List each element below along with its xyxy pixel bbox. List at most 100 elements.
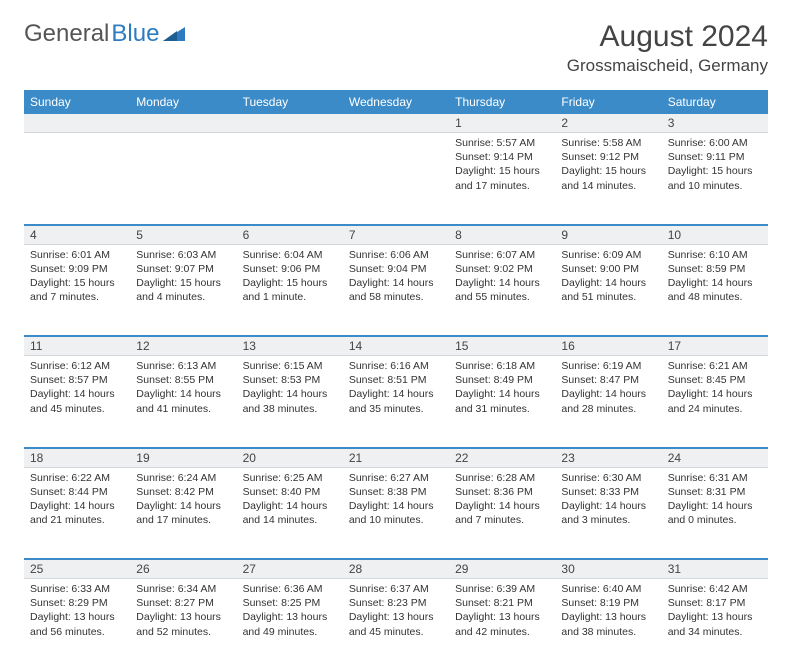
day-number-cell: 3 — [662, 114, 768, 133]
daylight-line: Daylight: 14 hours and 21 minutes. — [30, 499, 124, 527]
daylight-line: Daylight: 14 hours and 55 minutes. — [455, 276, 549, 304]
sunset-line: Sunset: 8:23 PM — [349, 596, 443, 610]
sunset-line: Sunset: 9:12 PM — [561, 150, 655, 164]
sunrise-line: Sunrise: 6:40 AM — [561, 582, 655, 596]
weekday-header: Wednesday — [343, 90, 449, 114]
sunset-line: Sunset: 8:21 PM — [455, 596, 549, 610]
sunrise-line: Sunrise: 6:00 AM — [668, 136, 762, 150]
daylight-line: Daylight: 14 hours and 45 minutes. — [30, 387, 124, 415]
day-number-cell: 20 — [237, 448, 343, 468]
weekday-header: Thursday — [449, 90, 555, 114]
sunrise-line: Sunrise: 6:06 AM — [349, 248, 443, 262]
sunrise-line: Sunrise: 6:13 AM — [136, 359, 230, 373]
sunrise-line: Sunrise: 6:25 AM — [243, 471, 337, 485]
day-detail-cell: Sunrise: 6:31 AMSunset: 8:31 PMDaylight:… — [662, 467, 768, 559]
sunrise-line: Sunrise: 6:28 AM — [455, 471, 549, 485]
sunrise-line: Sunrise: 6:30 AM — [561, 471, 655, 485]
sunrise-line: Sunrise: 6:42 AM — [668, 582, 762, 596]
day-detail-cell: Sunrise: 6:27 AMSunset: 8:38 PMDaylight:… — [343, 467, 449, 559]
day-number-cell: 13 — [237, 336, 343, 356]
sunset-line: Sunset: 8:33 PM — [561, 485, 655, 499]
day-number-cell: 2 — [555, 114, 661, 133]
day-detail-cell — [343, 133, 449, 225]
day-number-cell: 28 — [343, 559, 449, 579]
daylight-line: Daylight: 14 hours and 0 minutes. — [668, 499, 762, 527]
sunset-line: Sunset: 8:44 PM — [30, 485, 124, 499]
sunrise-line: Sunrise: 6:31 AM — [668, 471, 762, 485]
day-number-cell: 9 — [555, 225, 661, 245]
location: Grossmaischeid, Germany — [567, 56, 768, 76]
day-detail-cell: Sunrise: 6:15 AMSunset: 8:53 PMDaylight:… — [237, 356, 343, 448]
sunrise-line: Sunrise: 6:36 AM — [243, 582, 337, 596]
daylight-line: Daylight: 15 hours and 4 minutes. — [136, 276, 230, 304]
daylight-line: Daylight: 14 hours and 38 minutes. — [243, 387, 337, 415]
sunrise-line: Sunrise: 6:12 AM — [30, 359, 124, 373]
daylight-line: Daylight: 15 hours and 17 minutes. — [455, 164, 549, 192]
weekday-header: Sunday — [24, 90, 130, 114]
sunrise-line: Sunrise: 6:33 AM — [30, 582, 124, 596]
daylight-line: Daylight: 14 hours and 41 minutes. — [136, 387, 230, 415]
day-detail-cell: Sunrise: 6:13 AMSunset: 8:55 PMDaylight:… — [130, 356, 236, 448]
day-detail-cell: Sunrise: 6:33 AMSunset: 8:29 PMDaylight:… — [24, 579, 130, 671]
day-detail-cell: Sunrise: 6:00 AMSunset: 9:11 PMDaylight:… — [662, 133, 768, 225]
daylight-line: Daylight: 14 hours and 3 minutes. — [561, 499, 655, 527]
calendar-table: SundayMondayTuesdayWednesdayThursdayFrid… — [24, 90, 768, 671]
day-detail-cell: Sunrise: 6:37 AMSunset: 8:23 PMDaylight:… — [343, 579, 449, 671]
day-detail-cell — [130, 133, 236, 225]
day-detail-cell: Sunrise: 6:19 AMSunset: 8:47 PMDaylight:… — [555, 356, 661, 448]
day-detail-cell: Sunrise: 6:07 AMSunset: 9:02 PMDaylight:… — [449, 244, 555, 336]
sunrise-line: Sunrise: 6:10 AM — [668, 248, 762, 262]
day-detail-cell — [237, 133, 343, 225]
sunrise-line: Sunrise: 6:09 AM — [561, 248, 655, 262]
sunrise-line: Sunrise: 6:03 AM — [136, 248, 230, 262]
day-number-cell: 12 — [130, 336, 236, 356]
title-block: August 2024 Grossmaischeid, Germany — [567, 20, 768, 76]
sunrise-line: Sunrise: 6:19 AM — [561, 359, 655, 373]
sunrise-line: Sunrise: 6:01 AM — [30, 248, 124, 262]
sunset-line: Sunset: 8:29 PM — [30, 596, 124, 610]
day-number-cell: 15 — [449, 336, 555, 356]
sunset-line: Sunset: 8:47 PM — [561, 373, 655, 387]
sunset-line: Sunset: 8:55 PM — [136, 373, 230, 387]
daylight-line: Daylight: 13 hours and 56 minutes. — [30, 610, 124, 638]
sunset-line: Sunset: 8:27 PM — [136, 596, 230, 610]
daylight-line: Daylight: 13 hours and 42 minutes. — [455, 610, 549, 638]
sunrise-line: Sunrise: 6:24 AM — [136, 471, 230, 485]
sunset-line: Sunset: 8:25 PM — [243, 596, 337, 610]
day-detail-cell: Sunrise: 6:09 AMSunset: 9:00 PMDaylight:… — [555, 244, 661, 336]
sunset-line: Sunset: 8:38 PM — [349, 485, 443, 499]
daylight-line: Daylight: 14 hours and 7 minutes. — [455, 499, 549, 527]
day-number-cell: 22 — [449, 448, 555, 468]
day-detail-cell: Sunrise: 6:25 AMSunset: 8:40 PMDaylight:… — [237, 467, 343, 559]
sunset-line: Sunset: 8:59 PM — [668, 262, 762, 276]
weekday-header: Tuesday — [237, 90, 343, 114]
day-number-cell: 14 — [343, 336, 449, 356]
calendar-head: SundayMondayTuesdayWednesdayThursdayFrid… — [24, 90, 768, 114]
day-number-cell — [237, 114, 343, 133]
calendar-body: 123 Sunrise: 5:57 AMSunset: 9:14 PMDayli… — [24, 114, 768, 671]
sunset-line: Sunset: 8:31 PM — [668, 485, 762, 499]
day-number-cell: 23 — [555, 448, 661, 468]
day-detail-cell: Sunrise: 6:42 AMSunset: 8:17 PMDaylight:… — [662, 579, 768, 671]
day-number-cell — [130, 114, 236, 133]
day-number-cell: 26 — [130, 559, 236, 579]
daylight-line: Daylight: 13 hours and 49 minutes. — [243, 610, 337, 638]
day-detail-cell: Sunrise: 6:30 AMSunset: 8:33 PMDaylight:… — [555, 467, 661, 559]
daylight-line: Daylight: 14 hours and 28 minutes. — [561, 387, 655, 415]
sunset-line: Sunset: 9:11 PM — [668, 150, 762, 164]
sunset-line: Sunset: 8:51 PM — [349, 373, 443, 387]
day-number-cell: 19 — [130, 448, 236, 468]
logo-text-general: General — [24, 20, 109, 48]
sunset-line: Sunset: 8:40 PM — [243, 485, 337, 499]
daylight-line: Daylight: 15 hours and 14 minutes. — [561, 164, 655, 192]
day-detail-cell: Sunrise: 6:03 AMSunset: 9:07 PMDaylight:… — [130, 244, 236, 336]
header: GeneralBlue August 2024 Grossmaischeid, … — [24, 20, 768, 76]
sunset-line: Sunset: 8:36 PM — [455, 485, 549, 499]
sunrise-line: Sunrise: 6:07 AM — [455, 248, 549, 262]
day-number-cell: 5 — [130, 225, 236, 245]
day-number-cell: 7 — [343, 225, 449, 245]
day-number-cell: 6 — [237, 225, 343, 245]
day-detail-cell: Sunrise: 6:34 AMSunset: 8:27 PMDaylight:… — [130, 579, 236, 671]
sunrise-line: Sunrise: 6:18 AM — [455, 359, 549, 373]
sunset-line: Sunset: 9:07 PM — [136, 262, 230, 276]
